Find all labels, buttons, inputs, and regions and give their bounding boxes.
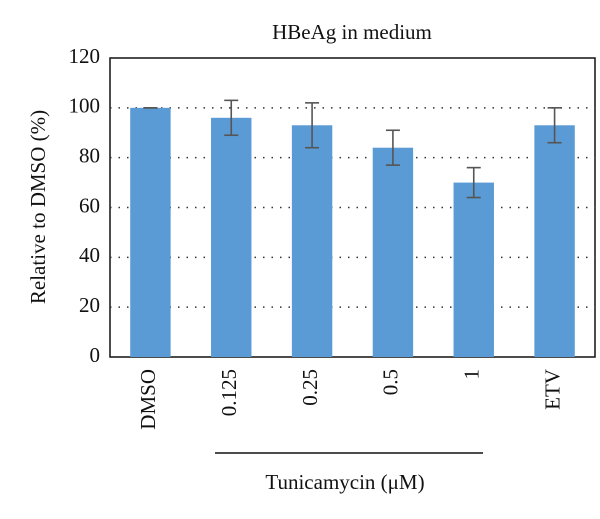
error-bar <box>466 166 481 199</box>
y-tick-label: 20 <box>79 293 100 317</box>
error-bar <box>305 102 320 149</box>
chart-title: HBeAg in medium <box>272 20 432 44</box>
x-tick-label: 0.25 <box>298 369 322 406</box>
error-bar <box>547 107 562 144</box>
bar <box>453 182 494 357</box>
y-tick-label: 80 <box>79 143 100 167</box>
x-tick-label: 0.125 <box>217 369 241 416</box>
bar <box>534 125 575 358</box>
y-tick-label: 40 <box>79 243 100 267</box>
bar <box>372 147 414 357</box>
error-bar <box>385 129 400 166</box>
x-tick-label: ETV <box>540 369 564 410</box>
error-bar <box>224 99 239 137</box>
y-tick-label: 100 <box>69 94 101 118</box>
x-tick-label: 0.5 <box>379 369 403 395</box>
group-label: Tunicamycin (μM) <box>265 470 424 494</box>
y-axis-label: Relative to DMSO (%) <box>26 110 50 304</box>
y-tick-label: 0 <box>90 343 101 367</box>
x-tick-label: DMSO <box>136 369 160 430</box>
y-tick-label: 60 <box>79 193 100 217</box>
bar <box>130 107 171 357</box>
y-tick-label: 120 <box>69 44 101 68</box>
plot-frame <box>109 57 596 358</box>
bar <box>291 125 333 358</box>
x-tick-label: 1 <box>460 369 484 380</box>
bar <box>211 117 252 357</box>
